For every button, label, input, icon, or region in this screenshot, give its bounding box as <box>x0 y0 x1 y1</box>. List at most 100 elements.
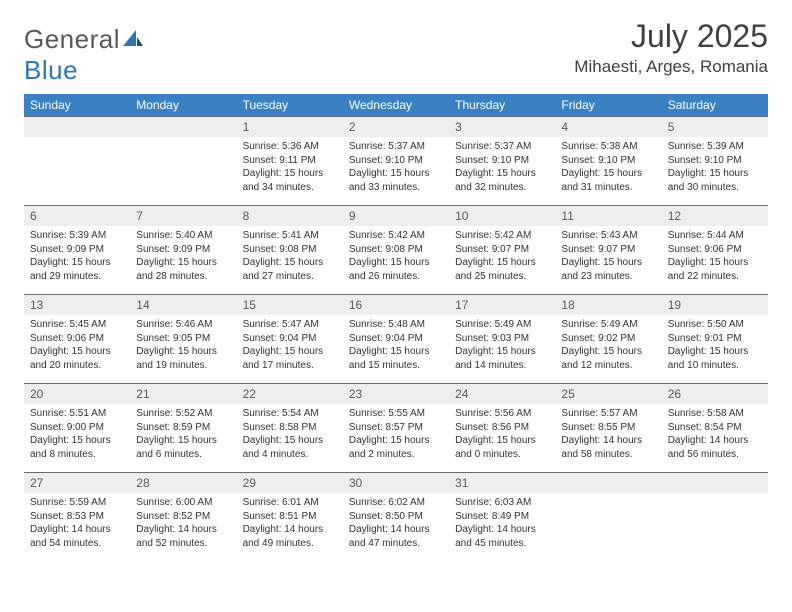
day-number-empty <box>130 117 236 137</box>
calendar-cell: 11Sunrise: 5:43 AMSunset: 9:07 PMDayligh… <box>555 206 661 295</box>
daylight-line: Daylight: 15 hours and 8 minutes. <box>30 434 124 461</box>
calendar-row: 6 Sunrise: 5:39 AM Sunset: 9:09 PM Daylight… <box>24 206 768 295</box>
calendar-cell: 28Sunrise: 6:00 AMSunset: 8:52 PMDayligh… <box>130 473 236 562</box>
daylight-line: Daylight: 15 hours and 27 minutes. <box>243 256 337 283</box>
sunrise-line: Sunrise: 5:41 AM <box>243 229 337 243</box>
day-details: Sunrise: 6:03 AMSunset: 8:49 PMDaylight:… <box>449 493 555 554</box>
sunrise-line: Sunrise: 5:40 AM <box>136 229 230 243</box>
sunrise-line: Sunrise: 5:51 AM <box>30 407 124 421</box>
daylight-line: Daylight: 15 hours and 20 minutes. <box>30 345 124 372</box>
sunrise-line: Sunrise: 5:36 AM <box>243 140 337 154</box>
sunrise-line: Sunrise: 5:39 AM <box>30 229 124 243</box>
daylight-line: Daylight: 15 hours and 29 minutes. <box>30 256 124 283</box>
day-number: 3 <box>449 117 555 137</box>
sunrise-line: Sunrise: 5:37 AM <box>349 140 443 154</box>
calendar-cell <box>555 473 661 562</box>
sunrise-line: Sunrise: 5:49 AM <box>455 318 549 332</box>
day-number: 7 <box>130 206 236 226</box>
calendar-cell: 31Sunrise: 6:03 AMSunset: 8:49 PMDayligh… <box>449 473 555 562</box>
calendar-cell: 24Sunrise: 5:56 AMSunset: 8:56 PMDayligh… <box>449 384 555 473</box>
sunset-line: Sunset: 9:01 PM <box>668 332 762 346</box>
sunrise-line: Sunrise: 5:54 AM <box>243 407 337 421</box>
sunrise-line: Sunrise: 5:50 AM <box>668 318 762 332</box>
daylight-line: Daylight: 15 hours and 31 minutes. <box>561 167 655 194</box>
day-details: Sunrise: 5:42 AMSunset: 9:07 PMDaylight:… <box>449 226 555 287</box>
calendar-cell: 12Sunrise: 5:44 AMSunset: 9:06 PMDayligh… <box>662 206 768 295</box>
day-details: Sunrise: 5:50 AMSunset: 9:01 PMDaylight:… <box>662 315 768 376</box>
sunset-line: Sunset: 9:09 PM <box>136 243 230 257</box>
day-details: Sunrise: 5:37 AMSunset: 9:10 PMDaylight:… <box>449 137 555 198</box>
sunrise-line: Sunrise: 5:46 AM <box>136 318 230 332</box>
daylight-line: Daylight: 15 hours and 34 minutes. <box>243 167 337 194</box>
day-number: 29 <box>237 473 343 493</box>
calendar-cell: 2Sunrise: 5:37 AMSunset: 9:10 PMDaylight… <box>343 117 449 206</box>
day-number: 30 <box>343 473 449 493</box>
day-details: Sunrise: 5:57 AMSunset: 8:55 PMDaylight:… <box>555 404 661 465</box>
day-details: Sunrise: 5:58 AMSunset: 8:54 PMDaylight:… <box>662 404 768 465</box>
calendar-cell: 29Sunrise: 6:01 AMSunset: 8:51 PMDayligh… <box>237 473 343 562</box>
sunset-line: Sunset: 9:08 PM <box>349 243 443 257</box>
day-details: Sunrise: 5:52 AMSunset: 8:59 PMDaylight:… <box>130 404 236 465</box>
day-number: 22 <box>237 384 343 404</box>
calendar-cell <box>662 473 768 562</box>
sunrise-line: Sunrise: 5:49 AM <box>561 318 655 332</box>
sunset-line: Sunset: 8:54 PM <box>668 421 762 435</box>
day-number: 24 <box>449 384 555 404</box>
sunset-line: Sunset: 8:49 PM <box>455 510 549 524</box>
calendar-cell: 3Sunrise: 5:37 AMSunset: 9:10 PMDaylight… <box>449 117 555 206</box>
day-header: Wednesday <box>343 94 449 117</box>
day-details: Sunrise: 5:36 AMSunset: 9:11 PMDaylight:… <box>237 137 343 198</box>
day-details: Sunrise: 5:41 AMSunset: 9:08 PMDaylight:… <box>237 226 343 287</box>
calendar-row: 1Sunrise: 5:36 AMSunset: 9:11 PMDaylight… <box>24 117 768 206</box>
brand-text: General Blue <box>24 24 144 86</box>
calendar-cell: 14Sunrise: 5:46 AMSunset: 9:05 PMDayligh… <box>130 295 236 384</box>
calendar-row: 13Sunrise: 5:45 AMSunset: 9:06 PMDayligh… <box>24 295 768 384</box>
sunset-line: Sunset: 8:56 PM <box>455 421 549 435</box>
day-details: Sunrise: 6:02 AMSunset: 8:50 PMDaylight:… <box>343 493 449 554</box>
calendar-cell: 20Sunrise: 5:51 AMSunset: 9:00 PMDayligh… <box>24 384 130 473</box>
day-details: Sunrise: 5:42 AMSunset: 9:08 PMDaylight:… <box>343 226 449 287</box>
sunset-line: Sunset: 8:50 PM <box>349 510 443 524</box>
day-number: 6 <box>24 206 130 226</box>
sunrise-line: Sunrise: 5:37 AM <box>455 140 549 154</box>
calendar-body: 1Sunrise: 5:36 AMSunset: 9:11 PMDaylight… <box>24 117 768 562</box>
calendar-cell: 15Sunrise: 5:47 AMSunset: 9:04 PMDayligh… <box>237 295 343 384</box>
sunrise-line: Sunrise: 5:43 AM <box>561 229 655 243</box>
sunrise-line: Sunrise: 5:47 AM <box>243 318 337 332</box>
day-header: Sunday <box>24 94 130 117</box>
calendar-row: 20Sunrise: 5:51 AMSunset: 9:00 PMDayligh… <box>24 384 768 473</box>
calendar-cell: 7Sunrise: 5:40 AMSunset: 9:09 PMDaylight… <box>130 206 236 295</box>
sunset-line: Sunset: 9:02 PM <box>561 332 655 346</box>
daylight-line: Daylight: 15 hours and 12 minutes. <box>561 345 655 372</box>
title-block: July 2025 Mihaesti, Arges, Romania <box>574 18 768 77</box>
day-number: 13 <box>24 295 130 315</box>
sunset-line: Sunset: 8:59 PM <box>136 421 230 435</box>
sunset-line: Sunset: 9:10 PM <box>349 154 443 168</box>
calendar-cell: 26Sunrise: 5:58 AMSunset: 8:54 PMDayligh… <box>662 384 768 473</box>
brand-logo: General Blue <box>24 24 144 86</box>
daylight-line: Daylight: 15 hours and 26 minutes. <box>349 256 443 283</box>
day-number-empty <box>662 473 768 493</box>
sunset-line: Sunset: 8:55 PM <box>561 421 655 435</box>
sunrise-line: Sunrise: 5:48 AM <box>349 318 443 332</box>
day-number: 21 <box>130 384 236 404</box>
day-header: Thursday <box>449 94 555 117</box>
day-details: Sunrise: 5:47 AMSunset: 9:04 PMDaylight:… <box>237 315 343 376</box>
day-details: Sunrise: 5:37 AMSunset: 9:10 PMDaylight:… <box>343 137 449 198</box>
daylight-line: Daylight: 15 hours and 4 minutes. <box>243 434 337 461</box>
calendar-cell: 17Sunrise: 5:49 AMSunset: 9:03 PMDayligh… <box>449 295 555 384</box>
header: General Blue July 2025 Mihaesti, Arges, … <box>24 18 768 86</box>
day-details: Sunrise: 5:48 AMSunset: 9:04 PMDaylight:… <box>343 315 449 376</box>
sail-icon <box>122 24 144 55</box>
calendar-cell: 25Sunrise: 5:57 AMSunset: 8:55 PMDayligh… <box>555 384 661 473</box>
day-details: Sunrise: 5:49 AMSunset: 9:02 PMDaylight:… <box>555 315 661 376</box>
brand-name-a: General <box>24 24 120 54</box>
sunrise-line: Sunrise: 5:44 AM <box>668 229 762 243</box>
sunrise-line: Sunrise: 5:45 AM <box>30 318 124 332</box>
sunrise-line: Sunrise: 5:42 AM <box>349 229 443 243</box>
day-header: Saturday <box>662 94 768 117</box>
calendar-cell <box>130 117 236 206</box>
day-header: Friday <box>555 94 661 117</box>
daylight-line: Daylight: 15 hours and 2 minutes. <box>349 434 443 461</box>
sunset-line: Sunset: 9:06 PM <box>668 243 762 257</box>
